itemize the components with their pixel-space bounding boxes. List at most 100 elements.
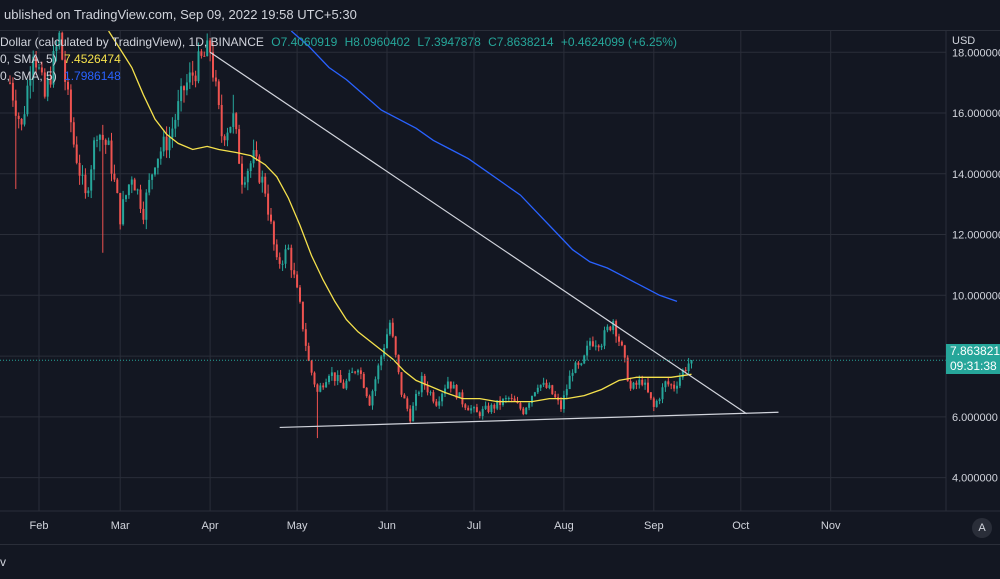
candle-body [545, 382, 548, 388]
price-tick-label: 14.000000 [952, 169, 1000, 181]
trendlines [209, 51, 779, 429]
candle-body [142, 208, 145, 220]
candle-body [113, 173, 116, 180]
candle-body [278, 257, 281, 264]
candle-body [122, 199, 125, 225]
candle-body [293, 270, 296, 275]
candle-body [684, 369, 687, 372]
trendline[interactable] [279, 411, 779, 429]
candle-body [226, 132, 229, 141]
time-tick-label: Jul [467, 520, 481, 532]
candle-body [339, 374, 342, 383]
candle-body [328, 375, 330, 383]
candle-body [136, 189, 139, 191]
candle-body [531, 395, 533, 404]
candle-body [542, 382, 545, 385]
candle-body [478, 412, 481, 417]
candle-body [676, 385, 678, 389]
candle-body [417, 392, 420, 394]
trendline[interactable] [209, 51, 747, 415]
candle-body [446, 381, 449, 389]
candle-body [423, 375, 426, 386]
candle-body [565, 389, 568, 396]
time-axis[interactable]: Feb Mar Apr May Jun Jul Aug Sep Oct Nov [0, 510, 1000, 544]
countdown-tag: 09:31:38 [946, 359, 1000, 374]
candle-body [583, 355, 586, 364]
candle-body [504, 398, 507, 400]
candle-body [194, 75, 197, 82]
candle-body [626, 357, 629, 382]
candle-body [46, 78, 49, 97]
candle-body [272, 221, 275, 245]
candle-body [316, 384, 319, 392]
candle-body [55, 46, 58, 52]
candle-body [61, 32, 64, 60]
candle-body [391, 322, 394, 337]
candle-body [536, 387, 539, 393]
open-value: O7.4060919 [271, 35, 338, 49]
candle-body [301, 301, 304, 330]
candle-body [455, 384, 458, 399]
candle-body [125, 195, 127, 200]
candle-body [304, 329, 307, 346]
time-tick-label: Feb [30, 520, 49, 532]
candle-body [412, 405, 415, 422]
candle-body [336, 374, 339, 382]
time-tick-label: Aug [554, 520, 574, 532]
candle-body [475, 407, 478, 413]
candle-body [287, 247, 290, 250]
candle-body [156, 158, 159, 168]
candle-body [551, 385, 554, 395]
candle-body [359, 370, 362, 374]
candle-body [148, 179, 151, 193]
candle-body [223, 136, 226, 141]
candle-body [238, 129, 241, 164]
candle-body [229, 126, 232, 133]
candle-body [586, 345, 589, 356]
candle-body [188, 72, 191, 83]
candle-body [20, 118, 23, 125]
candle-body [429, 392, 432, 394]
candle-body [444, 388, 446, 394]
candle-body [400, 372, 403, 395]
candle-body [597, 345, 600, 348]
sma-blue-value: 1.7986148 [64, 69, 121, 83]
candle-body [580, 363, 583, 365]
candle-body [649, 392, 652, 399]
candle-body [357, 370, 359, 373]
price-tick-label: 10.000000 [952, 290, 1000, 302]
candle-body [441, 393, 444, 402]
candle-body [29, 78, 32, 86]
candle-body [87, 190, 90, 194]
candle-body [606, 326, 609, 331]
candle-body [673, 384, 676, 389]
candle-body [623, 345, 626, 358]
price-tick-label: 18.000000 [952, 47, 1000, 59]
candle-body [591, 341, 594, 347]
time-tick-label: Jun [378, 520, 396, 532]
candle-body [493, 404, 496, 409]
candle-body [185, 82, 188, 91]
price-axis[interactable]: USD 4.0000006.0000008.00000010.00000012.… [945, 31, 1000, 544]
candle-body [345, 380, 348, 389]
candle-body [568, 375, 571, 390]
candle-body [470, 408, 473, 411]
time-tick-label: Oct [732, 520, 749, 532]
candle-body [52, 51, 55, 85]
candle-body [258, 156, 261, 183]
candle-body [168, 137, 171, 151]
candle-body [635, 382, 638, 385]
candle-body [116, 179, 119, 194]
candle-body [452, 384, 455, 389]
last-price-tag: 7.863821 [946, 344, 1000, 359]
auto-scale-button[interactable]: A [972, 518, 992, 538]
price-chart[interactable]: USD 4.0000006.0000008.00000010.00000012.… [0, 31, 1000, 544]
candle-body [380, 356, 383, 366]
candle-body [406, 398, 409, 409]
candle-body [351, 371, 354, 373]
candle-body [183, 86, 185, 91]
candle-body [464, 404, 467, 408]
candle-body [9, 82, 11, 84]
sma-yellow-label: 0, SMA, 5) [0, 52, 57, 66]
time-axis-bg [0, 511, 1000, 544]
